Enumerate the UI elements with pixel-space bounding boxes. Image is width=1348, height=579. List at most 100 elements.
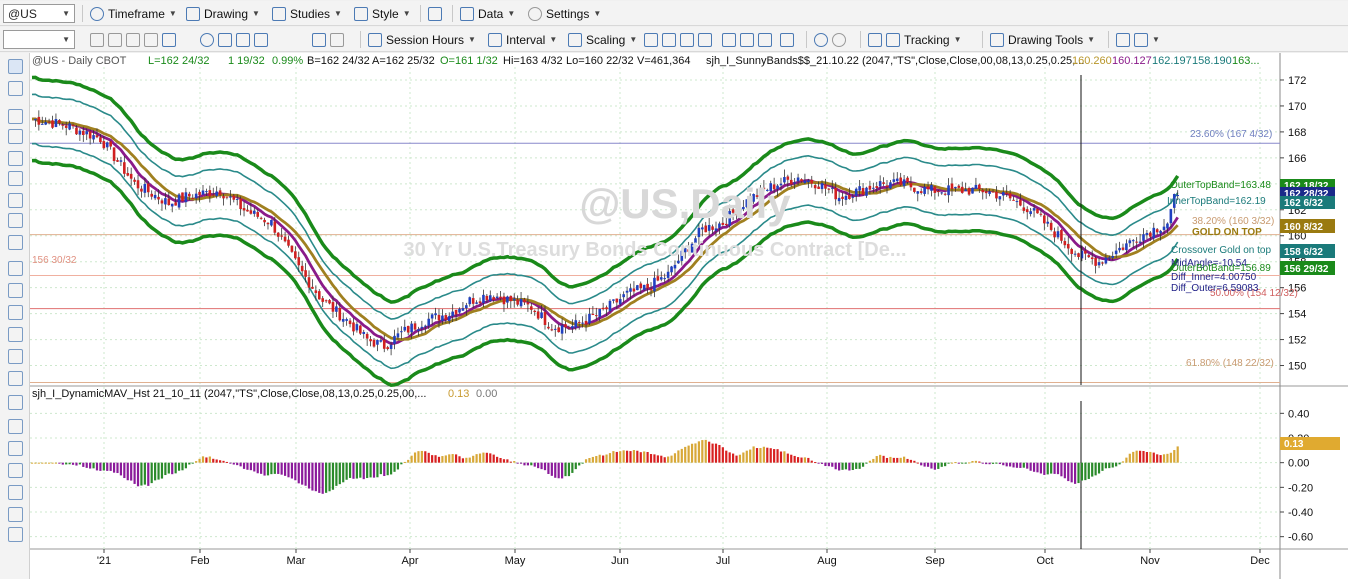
interval-button[interactable]: Interval ▼ [488,30,557,49]
fan-tool-icon[interactable] [8,349,23,364]
pointer-tool-icon[interactable] [8,59,23,74]
histogram-bar [954,462,957,464]
scaling-button[interactable]: Scaling ▼ [568,30,637,49]
cursor-tools[interactable] [90,30,176,49]
chart-type-tools[interactable] [644,30,712,49]
timeframe-button[interactable]: Timeframe ▼ [90,4,177,23]
style-icon [354,6,368,21]
fibonacci-tool-icon[interactable] [8,193,23,208]
candle-body [762,187,766,190]
candle-body [530,306,533,310]
candle-body [40,123,44,125]
chevron-down-icon[interactable]: ▼ [62,35,70,44]
histogram-bar [944,462,947,467]
candle-body [509,295,513,302]
chart-style-tools[interactable] [722,30,772,49]
drawing-tools-button[interactable]: Drawing Tools ▼ [990,30,1095,49]
cycle-tool-icon[interactable] [8,371,23,386]
time-axis-label: Nov [1140,555,1160,567]
candle-body [690,243,694,253]
channel-tool-icon[interactable] [8,171,23,186]
ellipse-tool-icon[interactable] [8,485,23,500]
price-axis-label: 166 [1288,153,1306,165]
window-layout-button[interactable] [428,4,442,23]
pencil-tool-icon[interactable] [8,235,23,250]
histogram-bar [649,454,653,463]
histogram-bar [236,462,239,466]
fib-ext-tool-icon[interactable] [8,283,23,298]
zoom-tools[interactable] [814,30,846,49]
candle-body [218,190,222,196]
histogram-bar [390,462,393,475]
text-tool-icon[interactable] [8,527,23,542]
histogram-bar [287,462,290,478]
interval-input[interactable]: ▼ [3,30,75,49]
candle-body [1066,243,1070,249]
fib-time-tool-icon[interactable] [8,305,23,320]
histogram-bar [602,455,605,463]
compress-button[interactable] [780,30,794,49]
candle-body [441,315,444,321]
clock-icon [90,6,104,21]
histogram-bar [294,462,297,481]
histogram-bar [1070,462,1073,483]
arrow-tool-icon[interactable] [8,395,23,410]
symbol-input[interactable]: @US ▼ [3,4,75,23]
format-tools[interactable] [312,30,344,49]
histogram-bar [150,462,153,484]
tracking-button[interactable]: Tracking ▼ [868,30,962,49]
candle-body [909,183,913,188]
analysis-tools[interactable] [200,30,268,49]
rectangle-tool-icon[interactable] [8,463,23,478]
histogram-bar [961,462,964,464]
candle-body [687,249,690,252]
crossover-label: Crossover Gold on top [1171,245,1271,256]
candle-body [899,177,902,186]
chart-area[interactable]: 1721701681661641621601581561541521500.40… [30,53,1348,579]
data-button[interactable]: Data ▼ [460,4,515,23]
histogram-bar [827,462,830,467]
arrow-up-tool-icon[interactable] [8,441,23,456]
candle-body [598,308,602,317]
histogram-bar [526,462,529,466]
symbol-value: @US [8,6,37,21]
triangle-tool-icon[interactable] [8,507,23,522]
candle-body [1019,199,1022,206]
vertical-line-tool-icon[interactable] [8,261,23,276]
candle-body [779,183,783,186]
candle-body [270,219,273,226]
histogram-last-value: 0.13 [1284,439,1304,450]
mid-angle-label: MidAngle=-10.54 [1171,258,1247,269]
crosshair-tool-icon[interactable] [8,81,23,96]
candle-body [471,298,475,304]
speed-lines-tool-icon[interactable] [8,327,23,342]
histogram-bar [708,441,711,463]
candle-body [981,189,985,193]
gann-tool-icon[interactable] [8,213,23,228]
price-tag-6: 156 29/32 [1284,264,1329,275]
drawing-button[interactable]: Drawing ▼ [186,4,260,23]
histogram-bar [509,461,512,463]
histogram-bar [967,462,971,464]
candle-body [184,192,188,203]
style-button[interactable]: Style ▼ [354,4,411,23]
candle-body [468,297,472,305]
volume: V=461,364 [637,55,691,67]
price-tag-4: 160 8/32 [1284,222,1323,233]
horizontal-line-tool-icon[interactable] [8,151,23,166]
histogram-bar [1142,450,1145,463]
candle-body [317,291,321,300]
settings-button[interactable]: Settings ▼ [528,4,601,23]
trendline-tool-icon[interactable] [8,109,23,124]
studies-button[interactable]: Studies ▼ [272,4,342,23]
histogram-bar [277,462,280,474]
ray-tool-icon[interactable] [8,129,23,144]
extra-tools[interactable]: ▼ [1116,30,1160,49]
histogram-bar [913,460,916,463]
arc-tool-icon[interactable] [8,419,23,434]
candle-body [902,179,906,187]
chevron-down-icon[interactable]: ▼ [62,9,70,18]
session-hours-button[interactable]: Session Hours ▼ [368,30,476,49]
histogram-bar [872,458,875,463]
candle-body [348,320,352,325]
